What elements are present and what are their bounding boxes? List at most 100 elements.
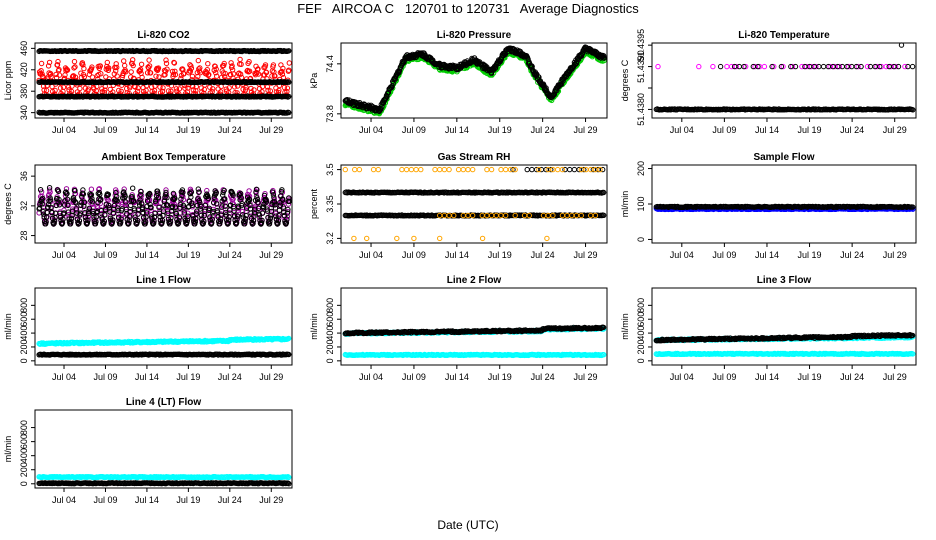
data-point	[571, 166, 578, 173]
data-point	[181, 71, 187, 77]
data-point	[79, 60, 86, 66]
data-point	[238, 61, 244, 68]
data-point	[816, 63, 822, 70]
x-tick-label: Jul 24	[531, 125, 555, 135]
data-point	[86, 71, 93, 78]
data-point	[113, 61, 119, 67]
data-point	[460, 166, 466, 173]
y-axis-label: ml/min	[620, 191, 630, 218]
data-point	[418, 166, 424, 173]
data-point	[849, 63, 855, 70]
data-point	[272, 73, 278, 79]
data-point	[432, 166, 438, 173]
data-point	[820, 63, 827, 70]
data-point	[484, 166, 490, 173]
data-point	[498, 166, 504, 173]
data-point	[246, 59, 252, 65]
data-point	[118, 88, 124, 95]
data-point	[251, 87, 257, 93]
y-tick-label: 420	[19, 62, 29, 77]
data-point	[146, 57, 152, 63]
data-point	[248, 85, 254, 92]
x-tick-label: Jul 19	[488, 250, 512, 260]
data-point	[163, 57, 169, 63]
x-tick-label: Jul 19	[798, 125, 822, 135]
data-point	[55, 58, 61, 65]
x-tick-label: Jul 24	[218, 125, 242, 135]
data-point	[263, 69, 270, 76]
y-axis-label: Licor ppm	[3, 61, 13, 101]
data-point	[286, 48, 292, 54]
data-point	[437, 166, 443, 173]
data-point	[286, 60, 292, 66]
x-tick-label: Jul 04	[359, 125, 383, 135]
data-point	[134, 88, 141, 95]
data-point	[724, 63, 730, 70]
data-point	[185, 85, 191, 91]
data-point	[242, 87, 249, 93]
data-point	[437, 235, 443, 242]
data-point	[281, 84, 288, 91]
data-point	[696, 63, 702, 70]
data-point	[524, 166, 530, 173]
x-tick-label: Jul 14	[445, 125, 469, 135]
chart-title: Sample Flow	[753, 152, 814, 163]
data-point	[57, 85, 64, 91]
data-point	[162, 72, 168, 78]
data-point	[214, 73, 220, 79]
y-tick-label: 460	[19, 41, 29, 56]
data-point	[280, 65, 286, 72]
x-tick-label: Jul 29	[259, 250, 283, 260]
data-point	[47, 70, 54, 77]
data-point	[446, 166, 452, 173]
data-point	[544, 235, 550, 242]
y-axis-label: percent	[309, 188, 319, 219]
data-point	[895, 63, 902, 70]
data-point	[173, 86, 180, 92]
data-point	[286, 67, 292, 73]
y-tick-label: 73.8	[325, 105, 335, 123]
data-point	[105, 67, 112, 74]
data-point	[56, 72, 63, 78]
data-point	[188, 65, 195, 71]
data-points	[653, 42, 916, 113]
data-point	[279, 71, 286, 77]
data-point	[213, 70, 219, 76]
data-point	[164, 66, 170, 72]
y-tick-label: 3.5	[325, 163, 335, 176]
data-points	[36, 185, 292, 227]
data-point	[351, 235, 357, 242]
data-point	[52, 87, 58, 94]
y-tick-label: 51.4380	[636, 93, 646, 126]
data-points	[342, 166, 607, 242]
data-point	[146, 63, 153, 69]
data-point	[130, 57, 136, 63]
data-point	[81, 74, 88, 80]
data-point	[230, 71, 237, 77]
data-point	[46, 59, 53, 66]
page-title: FEF AIRCOA C 120701 to 120731 Average Di…	[297, 1, 639, 16]
x-tick-label: Jul 04	[52, 125, 76, 135]
data-point	[909, 63, 916, 70]
data-point	[176, 86, 183, 92]
data-point	[221, 60, 227, 67]
x-tick-label: Jul 29	[883, 125, 907, 135]
data-point	[60, 84, 67, 90]
data-point	[205, 61, 211, 67]
data-point	[375, 166, 381, 173]
x-tick-label: Jul 14	[445, 250, 469, 260]
data-point	[113, 68, 119, 74]
x-tick-label: Jul 24	[218, 250, 242, 260]
data-point	[276, 87, 282, 94]
data-point	[403, 166, 410, 173]
data-point	[204, 67, 211, 73]
data-point	[270, 62, 277, 68]
x-tick-label: Jul 09	[402, 250, 426, 260]
data-point	[89, 64, 95, 70]
chart-title: Li-820 CO2	[137, 30, 190, 41]
data-point	[710, 63, 716, 70]
